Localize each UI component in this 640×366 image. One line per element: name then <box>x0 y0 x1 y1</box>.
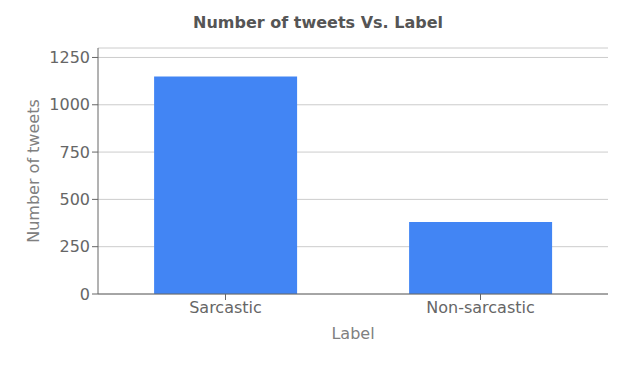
svg-text:1000: 1000 <box>49 95 90 114</box>
svg-text:Non-sarcastic: Non-sarcastic <box>426 298 535 317</box>
svg-text:250: 250 <box>59 237 90 256</box>
svg-text:1250: 1250 <box>49 48 90 67</box>
svg-text:Number of tweets: Number of tweets <box>24 99 43 243</box>
svg-text:Sarcastic: Sarcastic <box>189 298 262 317</box>
html-text:Number of tweets Vs. Label: Number of tweets Vs. Label <box>193 13 443 32</box>
svg-text:750: 750 <box>59 143 90 162</box>
svg-text:Label: Label <box>331 324 374 343</box>
svg-text:500: 500 <box>59 190 90 209</box>
svg-text:0: 0 <box>80 285 90 304</box>
